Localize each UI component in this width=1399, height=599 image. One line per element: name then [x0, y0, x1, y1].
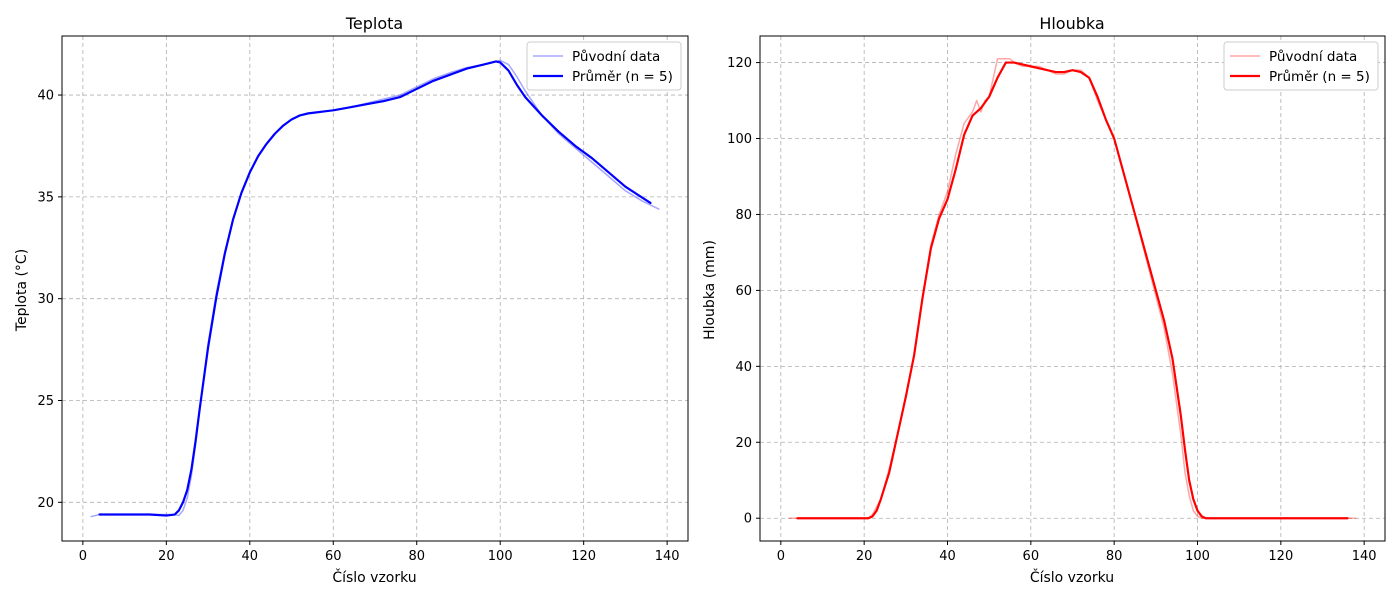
y-tick-label: 20	[735, 436, 752, 451]
y-tick-label: 60	[735, 284, 752, 299]
y-tick-label: 30	[37, 292, 54, 307]
series-layer	[90, 59, 660, 518]
x-tick-label: 140	[655, 549, 680, 564]
y-tick-label: 25	[37, 394, 54, 409]
series-average-line	[98, 60, 652, 517]
legend: Původní data Průměr (n = 5)	[526, 41, 682, 91]
series-average-line	[796, 61, 1349, 520]
x-tick-label: 0	[777, 549, 785, 564]
ticks: 0 20 40 60 80 100 120 140 20 25 30 35 40	[37, 89, 679, 564]
y-tick-label: 35	[37, 190, 54, 205]
legend-entry-original: Původní data	[1269, 49, 1357, 65]
x-tick-label: 20	[158, 549, 175, 564]
legend: Původní data Průměr (n = 5)	[1223, 41, 1379, 91]
x-tick-label: 120	[571, 549, 596, 564]
legend-entry-average: Průměr (n = 5)	[1269, 69, 1370, 85]
x-axis-label: Číslo vzorku	[332, 568, 416, 586]
x-tick-label: 100	[488, 549, 513, 564]
y-tick-label: 80	[735, 208, 752, 223]
y-tick-label: 120	[727, 56, 752, 71]
legend-box	[526, 41, 682, 91]
x-tick-label: 80	[408, 549, 425, 564]
plot-frame	[61, 35, 689, 542]
grid	[62, 36, 688, 541]
y-tick-label: 40	[735, 360, 752, 375]
x-tick-label: 60	[325, 549, 342, 564]
x-tick-label: 20	[856, 549, 873, 564]
x-tick-label: 60	[1023, 549, 1040, 564]
legend-box	[1223, 41, 1379, 91]
y-tick-label: 40	[37, 89, 54, 104]
ticks: 0 20 40 60 80 100 120 140 0 20 40 60 80 100 120	[727, 56, 1376, 564]
plot-frame	[759, 35, 1386, 542]
x-tick-label: 40	[939, 549, 956, 564]
x-tick-label: 40	[242, 549, 259, 564]
x-tick-label: 140	[1352, 549, 1377, 564]
y-tick-label: 0	[744, 512, 752, 527]
chart-title: Hloubka	[1039, 14, 1104, 33]
series-layer	[788, 58, 1357, 520]
x-tick-label: 120	[1268, 549, 1293, 564]
chart-title: Teplota	[345, 14, 403, 33]
x-tick-label: 80	[1106, 549, 1123, 564]
y-axis-label: Hloubka (mm)	[702, 240, 718, 340]
legend-entry-original: Původní data	[572, 49, 660, 65]
y-tick-label: 20	[37, 496, 54, 511]
y-axis-label: Teplota (°C)	[14, 249, 30, 332]
legend-entry-average: Průměr (n = 5)	[572, 69, 673, 85]
chart-teplota: Teplota 0 20 40 60 80 100 120 140 20 25 30 35 40 Čís…	[14, 14, 689, 586]
x-tick-label: 100	[1185, 549, 1210, 564]
chart-hloubka: Hloubka 0 20 40 60 80 100 120 140 0 20 40 60 80 100 12…	[702, 14, 1386, 586]
y-tick-label: 100	[727, 132, 752, 147]
x-axis-label: Číslo vzorku	[1030, 568, 1114, 586]
x-tick-label: 0	[79, 549, 87, 564]
